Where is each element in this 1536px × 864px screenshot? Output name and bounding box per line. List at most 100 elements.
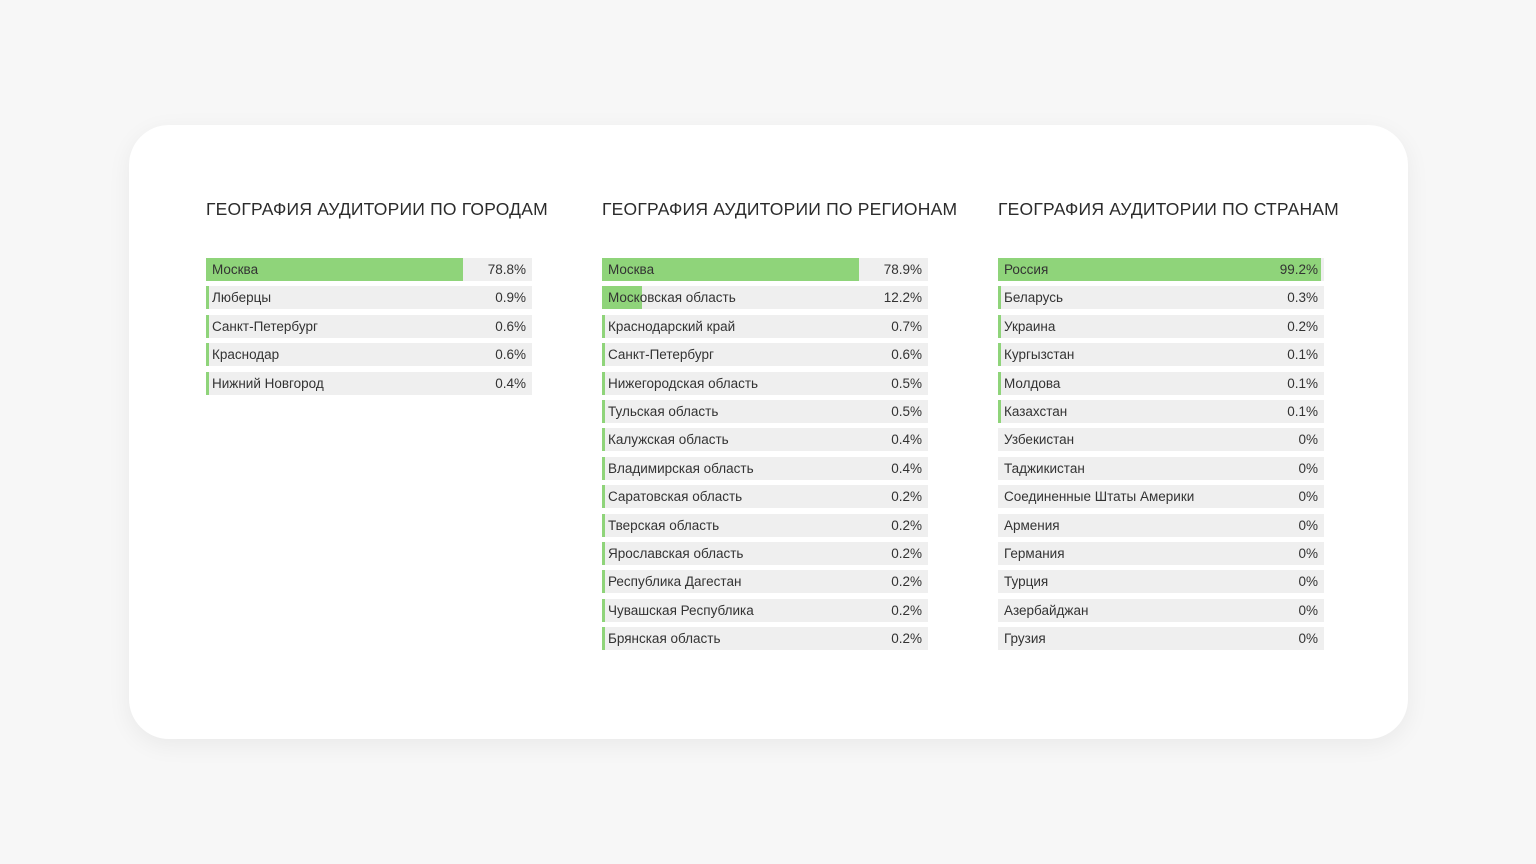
bar-row: Чувашская Республика 0.2% [602,598,928,622]
bar-label: Калужская область [608,432,729,448]
bar-fill [602,343,605,367]
bar-value-label: 0.5% [891,403,922,419]
geography-card: ГЕОГРАФИЯ АУДИТОРИИ ПО ГОРОДАМ Москва 78.… [129,125,1408,739]
bar-row: Молдова 0.1% [998,371,1324,395]
bar-fill [602,258,860,281]
bar-value-label: 0.6% [495,318,526,334]
regions-bar-list: Москва 78.9% Московская область 12.2% Красно… [602,258,928,655]
bar-row: Тульская область 0.5% [602,399,928,423]
bar-label: Беларусь [1004,290,1064,306]
bar-value-label: 0.2% [1287,318,1318,334]
bar-label: Ярославская область [608,545,744,561]
bar-row: Грузия 0% [998,627,1324,651]
bar-value-label: 0.9% [495,290,526,306]
bar-row: Беларусь 0.3% [998,286,1324,310]
bar-fill [602,456,605,480]
bar-fill [998,343,1001,367]
bar-fill [602,570,605,594]
bar-value-label: 0.6% [495,347,526,363]
countries-title: ГЕОГРАФИЯ АУДИТОРИИ ПО СТРАНАМ [998,199,1339,219]
bar-value-label: 0.2% [891,545,922,561]
bar-value-label: 0% [1298,631,1318,647]
bar-row: Люберцы 0.9% [206,286,532,310]
bar-row: Соединенные Штаты Америки 0% [998,485,1324,509]
bar-fill [206,286,209,310]
bar-row: Казахстан 0.1% [998,399,1324,423]
bar-value-label: 0.1% [1287,403,1318,419]
bar-value-label: 0.4% [495,375,526,391]
bar-row: Украина 0.2% [998,314,1324,338]
bar-label: Армения [1004,517,1060,533]
bar-label: Республика Дагестан [608,574,742,590]
bar-row: Россия 99.2% [998,258,1324,281]
bar-label: Нижний Новгород [212,375,324,391]
bar-label: Санкт-Петербург [608,347,714,363]
bar-fill [998,286,1001,310]
bar-value-label: 0.3% [1287,290,1318,306]
bar-row: Германия 0% [998,541,1324,565]
bar-row: Республика Дагестан 0.2% [602,570,928,594]
bar-row: Москва 78.9% [602,258,928,281]
cities-title: ГЕОГРАФИЯ АУДИТОРИИ ПО ГОРОДАМ [206,199,548,219]
bar-row: Узбекистан 0% [998,428,1324,452]
bar-fill [602,627,605,651]
bar-value-label: 0% [1298,545,1318,561]
bar-row: Нижний Новгород 0.4% [206,371,532,395]
bar-label: Чувашская Республика [608,602,754,618]
bar-fill [206,314,209,338]
bar-fill [998,258,1322,281]
bar-value-label: 0% [1298,574,1318,590]
bar-fill [206,371,209,395]
bar-label: Краснодар [212,347,280,363]
bar-fill [206,343,209,367]
bar-value-label: 0% [1298,517,1318,533]
bar-row: Брянская область 0.2% [602,627,928,651]
bar-fill [602,485,605,509]
bar-value-label: 99.2% [1279,262,1318,277]
bar-label: Соединенные Штаты Америки [1004,489,1195,505]
bar-fill [602,399,605,423]
bar-value-label: 0.2% [891,574,922,590]
bar-value-label: 12.2% [883,290,922,306]
bar-value-label: 0.5% [891,375,922,391]
bar-row: Владимирская область 0.4% [602,456,928,480]
bar-value-label: 78.9% [883,262,922,277]
bar-label: Германия [1004,545,1065,561]
bar-value-label: 0.2% [891,602,922,618]
bar-value-label: 0.4% [891,432,922,448]
bar-row: Саратовская область 0.2% [602,485,928,509]
bar-value-label: 0.7% [891,318,922,334]
bar-value-label: 0% [1298,602,1318,618]
bar-value-label: 0.2% [891,489,922,505]
bar-label: Тверская область [608,517,720,533]
bar-fill [602,286,642,310]
bar-row: Азербайджан 0% [998,598,1324,622]
bar-value-label: 78.8% [487,262,526,277]
bar-value-label: 0.4% [891,460,922,476]
bar-label: Владимирская область [608,460,754,476]
cities-bar-list: Москва 78.8% Люберцы 0.9% Санкт-Петербург 0.6… [206,258,532,400]
bar-fill [602,428,605,452]
bar-label: Россия [1004,262,1049,277]
bar-value-label: 0.6% [891,347,922,363]
bar-fill [998,399,1001,423]
bar-label: Краснодарский край [608,318,736,334]
bar-row: Тверская область 0.2% [602,513,928,537]
bar-fill [602,598,605,622]
bar-label: Санкт-Петербург [212,318,318,334]
countries-bar-list: Россия 99.2% Беларусь 0.3% Украина 0.2% Кургыз… [998,258,1324,655]
bar-fill [998,371,1001,395]
bar-row: Нижегородская область 0.5% [602,371,928,395]
bar-row: Санкт-Петербург 0.6% [602,343,928,367]
bar-label: Молдова [1004,375,1061,391]
bar-row: Таджикистан 0% [998,456,1324,480]
bar-fill [602,371,605,395]
bar-label: Узбекистан [1004,432,1075,448]
bar-label: Тульская область [608,403,719,419]
bar-row: Ярославская область 0.2% [602,541,928,565]
bar-fill [602,314,605,338]
bar-label: Таджикистан [1004,460,1085,476]
bar-label: Москва [608,262,655,277]
bar-row: Москва 78.8% [206,258,532,281]
bar-row: Санкт-Петербург 0.6% [206,314,532,338]
